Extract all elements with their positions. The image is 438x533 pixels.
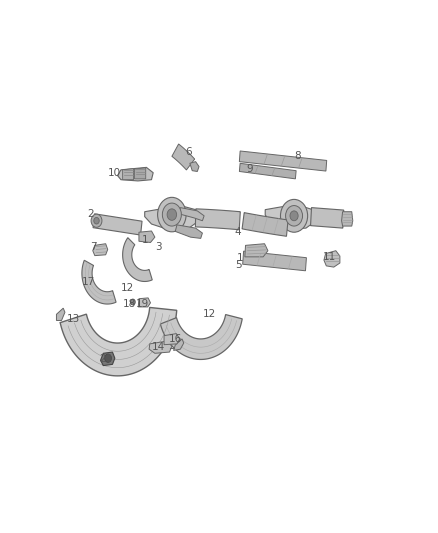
- Text: 8: 8: [294, 151, 301, 161]
- Polygon shape: [149, 341, 172, 353]
- Text: 14: 14: [152, 342, 165, 352]
- Circle shape: [280, 199, 307, 232]
- Polygon shape: [240, 163, 296, 179]
- Polygon shape: [134, 168, 146, 179]
- Polygon shape: [175, 225, 202, 238]
- Polygon shape: [311, 208, 344, 228]
- Text: 6: 6: [186, 147, 192, 157]
- Polygon shape: [138, 298, 151, 307]
- Text: 9: 9: [247, 164, 253, 174]
- Polygon shape: [145, 206, 197, 230]
- Text: 19: 19: [136, 299, 149, 309]
- Text: 18: 18: [123, 299, 136, 309]
- Polygon shape: [179, 207, 204, 221]
- Text: 11: 11: [323, 252, 336, 262]
- Polygon shape: [123, 238, 152, 281]
- Text: 20: 20: [99, 354, 112, 365]
- Polygon shape: [139, 231, 155, 243]
- Circle shape: [158, 197, 186, 232]
- Polygon shape: [324, 251, 340, 267]
- Polygon shape: [93, 244, 108, 256]
- Text: 4: 4: [235, 227, 241, 237]
- Polygon shape: [190, 161, 199, 172]
- Polygon shape: [243, 251, 307, 271]
- Polygon shape: [239, 151, 327, 171]
- Text: 3: 3: [155, 243, 162, 253]
- Polygon shape: [245, 244, 268, 257]
- Circle shape: [105, 354, 111, 362]
- Text: 12: 12: [202, 309, 216, 319]
- Polygon shape: [93, 214, 142, 235]
- Circle shape: [91, 214, 102, 227]
- Polygon shape: [160, 314, 242, 359]
- Text: 7: 7: [91, 243, 97, 253]
- Text: 5: 5: [235, 260, 241, 270]
- Text: 12: 12: [121, 282, 134, 293]
- Polygon shape: [173, 339, 184, 350]
- Polygon shape: [164, 334, 180, 345]
- Polygon shape: [195, 209, 240, 230]
- Circle shape: [290, 211, 298, 221]
- Polygon shape: [123, 168, 134, 180]
- Text: 16: 16: [169, 334, 182, 344]
- Polygon shape: [172, 144, 194, 170]
- Text: 13: 13: [67, 314, 80, 324]
- Circle shape: [162, 203, 181, 226]
- Circle shape: [131, 299, 135, 305]
- Polygon shape: [82, 260, 116, 304]
- Text: 1: 1: [237, 253, 243, 263]
- Text: 10: 10: [108, 168, 121, 177]
- Circle shape: [286, 206, 303, 226]
- Polygon shape: [265, 204, 314, 229]
- Polygon shape: [242, 213, 288, 236]
- Text: 17: 17: [82, 277, 95, 287]
- Circle shape: [167, 209, 177, 220]
- Text: 1: 1: [141, 235, 148, 245]
- Circle shape: [94, 217, 99, 224]
- Polygon shape: [57, 308, 65, 320]
- Polygon shape: [60, 308, 177, 376]
- Polygon shape: [101, 352, 115, 366]
- Text: 2: 2: [87, 209, 94, 219]
- Polygon shape: [117, 167, 153, 181]
- Polygon shape: [342, 212, 353, 226]
